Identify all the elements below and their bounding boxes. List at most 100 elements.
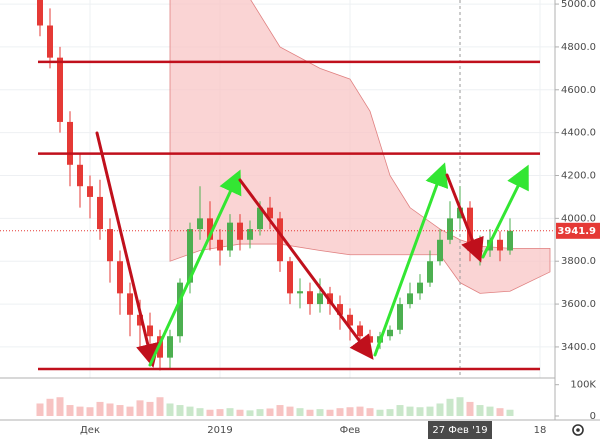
candle-body bbox=[227, 222, 233, 251]
candle-body bbox=[427, 261, 433, 283]
volume-bar bbox=[466, 401, 474, 416]
volume-bar bbox=[366, 408, 374, 416]
candle-body bbox=[507, 230, 513, 251]
volume-bar bbox=[86, 407, 94, 416]
volume-bar bbox=[496, 408, 504, 416]
candle-body bbox=[107, 229, 113, 262]
candle-body bbox=[417, 282, 423, 294]
candle-body bbox=[147, 325, 153, 337]
candle-body bbox=[437, 239, 443, 262]
candle-body bbox=[137, 314, 143, 326]
x-tick-label: 2019 bbox=[207, 425, 232, 436]
candle-body bbox=[247, 229, 253, 240]
volume-bar bbox=[36, 403, 44, 416]
volume-bar bbox=[186, 406, 194, 416]
volume-bar bbox=[446, 398, 454, 416]
candle-body bbox=[387, 329, 393, 337]
volume-bar bbox=[286, 406, 294, 416]
candle-body bbox=[167, 336, 173, 358]
y-tick-label: 4600.0 bbox=[561, 85, 596, 96]
volume-bar bbox=[376, 409, 384, 416]
candle-body bbox=[337, 304, 343, 315]
y-tick-label: 3600.0 bbox=[561, 299, 596, 310]
volume-bar bbox=[216, 409, 224, 416]
candle-body bbox=[497, 239, 503, 251]
settings-button[interactable] bbox=[572, 424, 584, 436]
volume-bar bbox=[246, 410, 254, 416]
candle-body bbox=[187, 229, 193, 283]
volume-bar bbox=[276, 405, 284, 416]
plot-area bbox=[0, 0, 555, 378]
candle-body bbox=[287, 261, 293, 294]
volume-bar bbox=[326, 409, 334, 416]
volume-bar bbox=[76, 406, 84, 416]
candle-body bbox=[87, 186, 93, 197]
volume-bar bbox=[106, 403, 114, 416]
volume-bar bbox=[396, 405, 404, 416]
trend-arrows bbox=[95, 131, 529, 368]
x-tick-label: Дек bbox=[80, 425, 100, 436]
candle-body bbox=[317, 293, 323, 305]
arrow bbox=[238, 178, 374, 360]
arrow bbox=[148, 169, 242, 367]
volume-bar bbox=[166, 403, 174, 416]
y-tick-label: 4000.0 bbox=[561, 213, 596, 224]
arrow bbox=[95, 131, 160, 368]
volume-bar bbox=[46, 398, 54, 416]
crosshair-label: 27 Фев '19 bbox=[432, 425, 487, 436]
volume-bar bbox=[386, 409, 394, 416]
volume-bar bbox=[196, 408, 204, 416]
candle-body bbox=[267, 207, 273, 219]
candle-body bbox=[57, 57, 63, 122]
candle-body bbox=[257, 207, 263, 230]
candle-body bbox=[97, 196, 103, 230]
candle-body bbox=[357, 325, 363, 337]
volume-bar bbox=[406, 406, 414, 416]
candle-body bbox=[127, 293, 133, 315]
candle-body bbox=[77, 164, 83, 187]
candle-body bbox=[117, 261, 123, 294]
candle-body bbox=[37, 0, 43, 26]
volume-bar bbox=[316, 409, 324, 416]
arrow bbox=[445, 173, 484, 263]
candle-body bbox=[47, 25, 53, 58]
candle-body bbox=[217, 239, 223, 251]
y-tick-label: 4400.0 bbox=[561, 128, 596, 139]
volume-bar bbox=[426, 406, 434, 416]
candle-body bbox=[347, 314, 353, 326]
y-tick-label: 4200.0 bbox=[561, 171, 596, 182]
volume-bar bbox=[146, 401, 154, 416]
x-tick-label: Фев bbox=[340, 425, 361, 436]
volume-bar bbox=[476, 405, 484, 416]
crosshair-tag bbox=[428, 421, 492, 439]
volume-bar bbox=[236, 409, 244, 416]
last-price-label: 3941.9 bbox=[557, 226, 596, 237]
volume-bar bbox=[456, 397, 464, 416]
volume-bar bbox=[156, 397, 164, 416]
volume-bar bbox=[266, 408, 274, 416]
candle-body bbox=[277, 218, 283, 262]
volume-bar bbox=[296, 408, 304, 416]
volume-bar bbox=[116, 405, 124, 416]
volume-bar bbox=[226, 408, 234, 416]
candle-body bbox=[457, 207, 463, 219]
arrow bbox=[373, 162, 449, 357]
y-tick-label: 4800.0 bbox=[561, 42, 596, 53]
candle-body bbox=[367, 336, 373, 343]
volume-bar bbox=[126, 406, 134, 416]
candle-body bbox=[407, 293, 413, 305]
volume-bar bbox=[486, 406, 494, 416]
volume-bar bbox=[306, 409, 314, 416]
candle-body bbox=[447, 218, 453, 240]
candle-body bbox=[307, 291, 313, 305]
y-tick-label: 5000.0 bbox=[561, 0, 596, 10]
volume-bar bbox=[416, 407, 424, 416]
volume-bar bbox=[506, 409, 514, 416]
volume-bar bbox=[56, 397, 64, 416]
volume-bar bbox=[66, 405, 74, 416]
volume-bar bbox=[206, 409, 214, 416]
last-price-tag bbox=[556, 222, 600, 239]
gear-center bbox=[576, 428, 580, 432]
y-tick-label: 3800.0 bbox=[561, 256, 596, 267]
